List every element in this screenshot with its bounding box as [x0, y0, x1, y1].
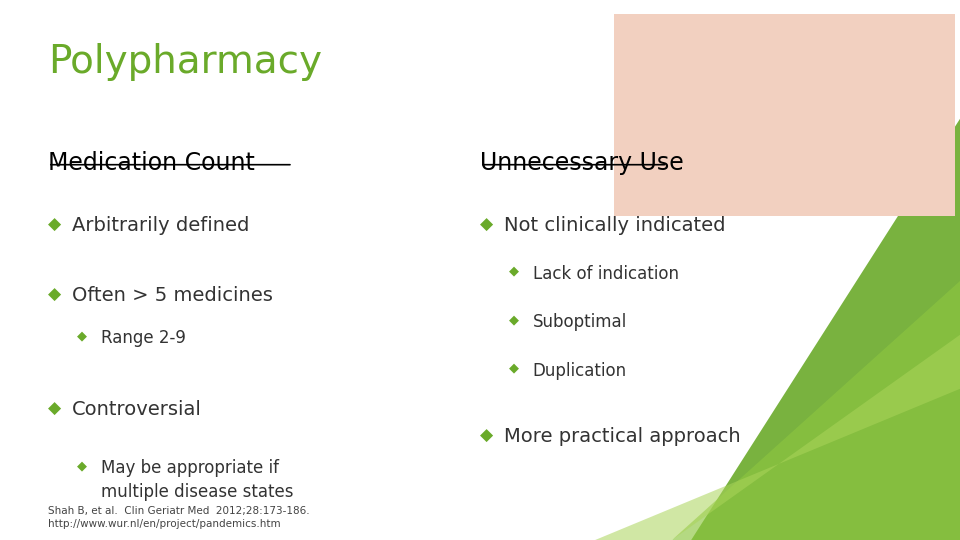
Text: More practical approach: More practical approach — [504, 427, 740, 446]
Text: ◆: ◆ — [48, 286, 61, 304]
Polygon shape — [528, 119, 960, 540]
Text: Duplication: Duplication — [533, 362, 627, 380]
Text: Lack of indication: Lack of indication — [533, 265, 679, 282]
Text: ◆: ◆ — [509, 265, 518, 278]
Text: ◆: ◆ — [509, 313, 518, 326]
Text: ◆: ◆ — [77, 329, 86, 342]
Text: ◆: ◆ — [509, 362, 518, 375]
Text: Controversial: Controversial — [72, 400, 202, 419]
Text: Not clinically indicated: Not clinically indicated — [504, 216, 726, 235]
Text: Suboptimal: Suboptimal — [533, 313, 627, 331]
Text: ◆: ◆ — [48, 400, 61, 417]
Polygon shape — [672, 281, 960, 540]
Text: Shah B, et al.  Clin Geriatr Med  2012;28:173-186.
http://www.wur.nl/en/project/: Shah B, et al. Clin Geriatr Med 2012;28:… — [48, 506, 310, 529]
Text: Medication Count: Medication Count — [48, 151, 254, 175]
FancyBboxPatch shape — [614, 14, 955, 216]
Text: Unnecessary Use: Unnecessary Use — [480, 151, 684, 175]
Text: Often > 5 medicines: Often > 5 medicines — [72, 286, 273, 305]
Text: May be appropriate if
multiple disease states: May be appropriate if multiple disease s… — [101, 459, 294, 501]
Text: Polypharmacy: Polypharmacy — [48, 43, 322, 81]
Polygon shape — [595, 335, 960, 540]
Text: ◆: ◆ — [480, 216, 493, 234]
Text: ◆: ◆ — [480, 427, 493, 444]
Text: Range 2-9: Range 2-9 — [101, 329, 185, 347]
Text: ◆: ◆ — [48, 216, 61, 234]
Text: Arbitrarily defined: Arbitrarily defined — [72, 216, 250, 235]
Text: ◆: ◆ — [77, 459, 86, 472]
